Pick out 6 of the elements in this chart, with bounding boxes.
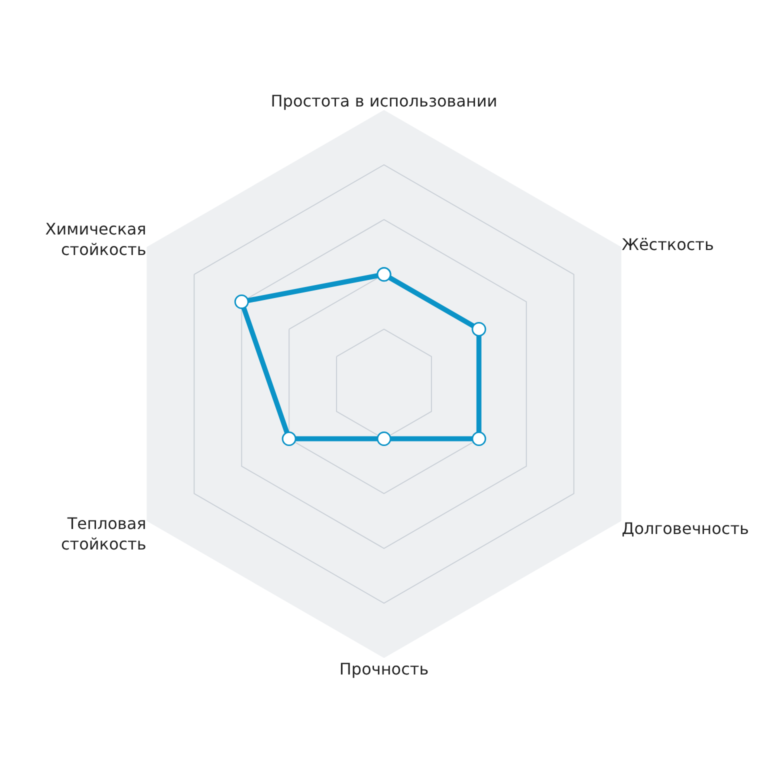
spoke-label: Жёсткость <box>622 235 714 254</box>
spoke-label: Простота в использовании <box>270 91 498 110</box>
spoke-label: Долговечность <box>622 519 749 538</box>
spoke-label: Химическая стойкость <box>45 219 146 260</box>
spoke-label: Тепловая стойкость <box>60 514 146 554</box>
spoke-label: Прочность <box>339 660 429 678</box>
